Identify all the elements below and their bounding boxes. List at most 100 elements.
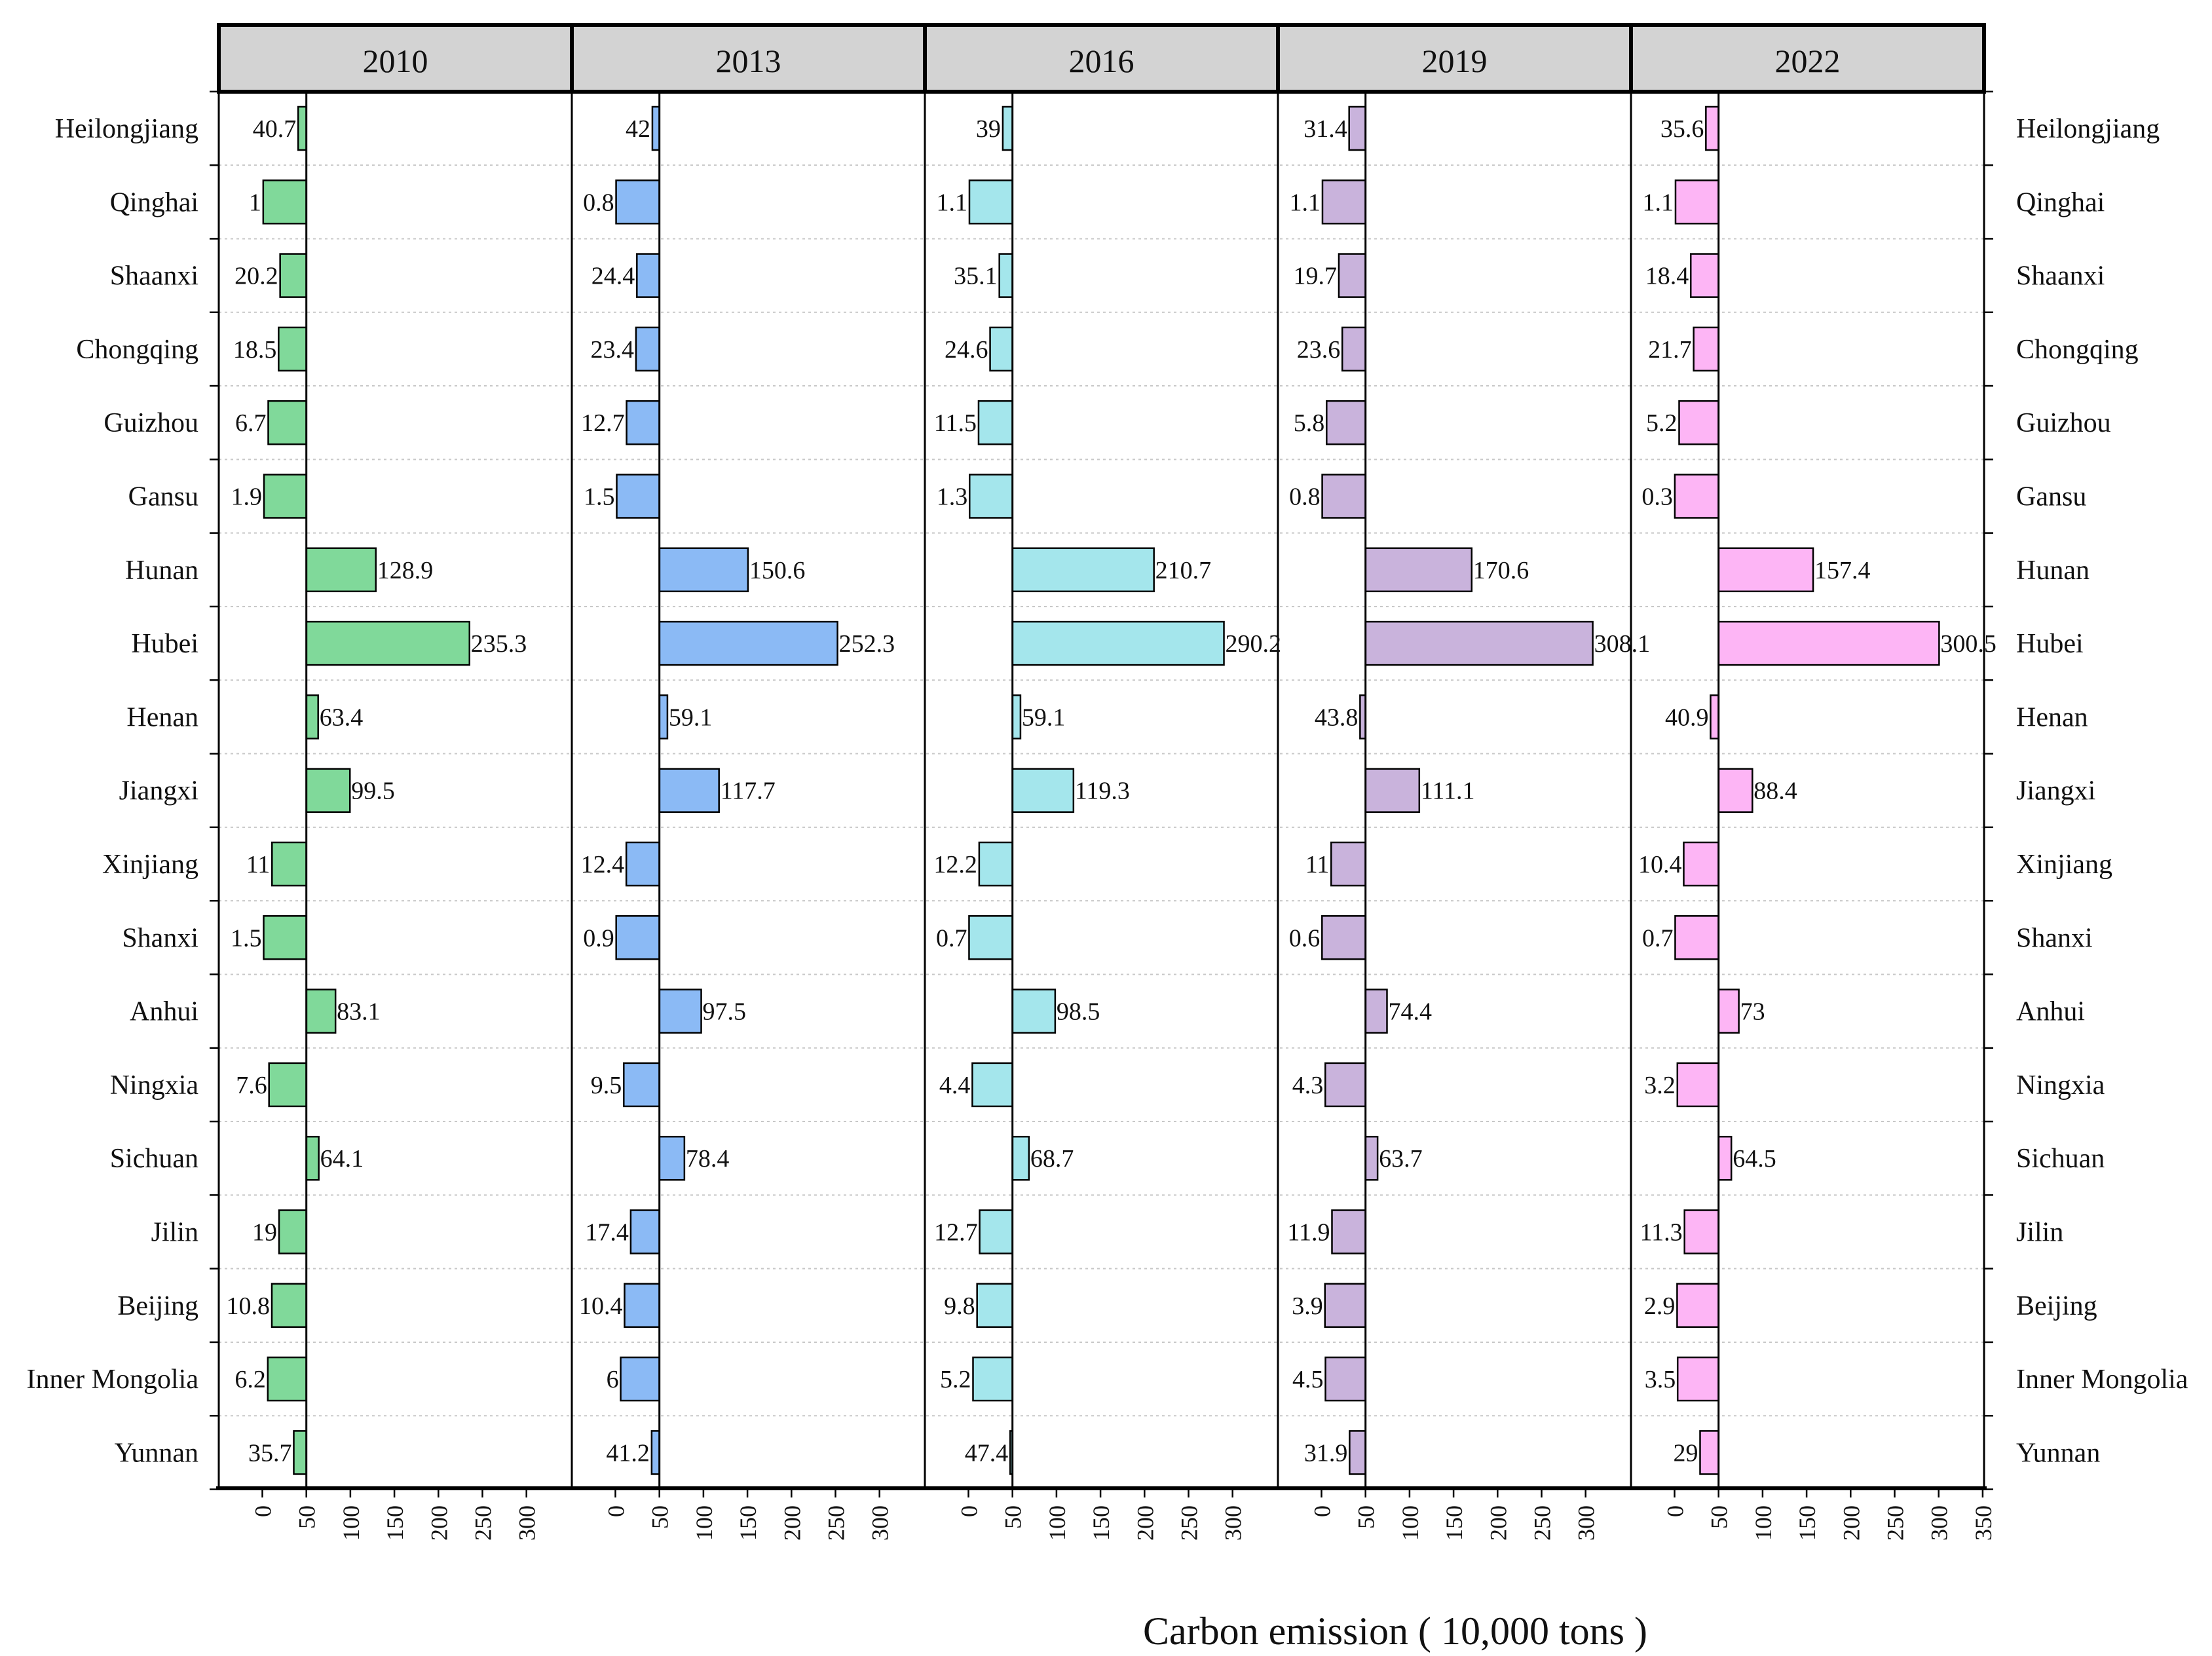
x-tick-label-2013-150: 150	[735, 1505, 761, 1541]
bar-2019-ningxia	[1324, 1062, 1366, 1108]
data-label-2019-shanxi: 0.6	[1289, 924, 1321, 952]
frame-layer	[210, 23, 1993, 1497]
x-tick-label-2010-50: 50	[294, 1505, 320, 1529]
bar-2019-inner-mongolia	[1324, 1356, 1366, 1402]
bar-2013-anhui	[658, 988, 702, 1034]
data-label-2010-sichuan: 64.1	[320, 1145, 364, 1173]
x-tick-label-2019-50: 50	[1353, 1505, 1379, 1529]
row-label-left-gansu: Gansu	[128, 482, 198, 512]
bar-2019-guizhou	[1326, 400, 1366, 445]
data-label-2019-gansu: 0.8	[1289, 483, 1321, 511]
x-axis-title: Carbon emission ( 10,000 tons )	[1143, 1609, 1647, 1653]
bar-2010-qinghai	[262, 179, 307, 225]
x-tick-label-2010-0: 0	[250, 1505, 276, 1517]
data-label-2013-guizhou: 12.7	[581, 409, 625, 437]
data-label-2016-yunnan: 47.4	[965, 1439, 1009, 1467]
bar-2010-hubei	[305, 620, 470, 666]
data-label-2010-henan: 63.4	[320, 704, 364, 731]
data-label-2013-yunnan: 41.2	[606, 1439, 650, 1467]
row-label-left-yunnan: Yunnan	[115, 1438, 198, 1468]
bar-2013-chongqing	[635, 326, 660, 372]
text-layer: 2010 40.7 1 20.2 18.5 6.7 1.9 128.9 235.3 63.4 99.…	[27, 43, 2188, 1541]
row-label-left-xinjiang: Xinjiang	[102, 850, 198, 880]
bar-2010-guizhou	[267, 400, 307, 445]
data-label-2013-henan: 59.1	[669, 704, 713, 731]
bar-2016-hunan	[1011, 547, 1155, 593]
data-label-2019-hunan: 170.6	[1473, 557, 1529, 584]
data-label-2016-chongqing: 24.6	[945, 336, 988, 364]
bar-2016-ningxia	[971, 1062, 1013, 1108]
data-label-2022-shanxi: 0.7	[1642, 924, 1674, 952]
x-tick-label-2022-150: 150	[1794, 1505, 1820, 1541]
x-tick-label-2010-150: 150	[382, 1505, 408, 1541]
x-tick-label-2016-300: 300	[1220, 1505, 1247, 1541]
row-label-left-jilin: Jilin	[151, 1218, 198, 1248]
data-label-2016-shanxi: 0.7	[936, 924, 967, 952]
data-label-2022-hunan: 157.4	[1814, 557, 1871, 584]
x-tick-label-2022-350: 350	[1970, 1505, 1996, 1541]
row-label-right-shaanxi: Shaanxi	[2016, 261, 2105, 292]
bar-2022-qinghai	[1674, 179, 1719, 225]
panel-title-2019: 2019	[1422, 43, 1488, 79]
data-label-2019-chongqing: 23.6	[1297, 336, 1341, 364]
bar-2013-jilin	[629, 1209, 660, 1254]
x-tick-label-2013-200: 200	[779, 1505, 805, 1541]
x-tick-label-2010-100: 100	[338, 1505, 364, 1541]
data-label-2010-hunan: 128.9	[377, 557, 434, 584]
bar-2022-hunan	[1717, 547, 1814, 593]
data-label-2019-heilongjiang: 31.4	[1303, 115, 1347, 143]
panel-header-2022	[1629, 23, 1986, 94]
data-label-2019-jiangxi: 111.1	[1421, 778, 1475, 805]
row-label-right-henan: Henan	[2016, 702, 2088, 732]
x-tick-label-2022-50: 50	[1706, 1505, 1733, 1529]
x-tick-label-2016-50: 50	[1000, 1505, 1026, 1529]
data-label-2010-guizhou: 6.7	[235, 409, 267, 437]
bar-2022-sichuan	[1717, 1135, 1733, 1181]
bar-2019-yunnan	[1349, 1430, 1366, 1475]
row-label-right-jiangxi: Jiangxi	[2016, 776, 2095, 806]
data-label-2013-shaanxi: 24.4	[591, 263, 635, 290]
x-tick-label-2010-250: 250	[470, 1505, 497, 1541]
bar-2016-hubei	[1011, 620, 1225, 666]
x-tick-label-2022-200: 200	[1838, 1505, 1864, 1541]
row-label-right-anhui: Anhui	[2016, 997, 2085, 1027]
row-label-right-jilin: Jilin	[2016, 1218, 2063, 1248]
data-label-2013-gansu: 1.5	[584, 483, 615, 511]
row-label-left-shaanxi: Shaanxi	[110, 261, 198, 292]
data-label-2016-shaanxi: 35.1	[954, 263, 998, 290]
row-label-left-ningxia: Ningxia	[110, 1070, 199, 1101]
bar-2019-shaanxi	[1338, 253, 1366, 298]
bar-2022-ningxia	[1676, 1062, 1719, 1108]
panel-title-2013: 2013	[716, 43, 781, 79]
data-label-2016-inner-mongolia: 5.2	[940, 1366, 971, 1393]
data-label-2010-yunnan: 35.7	[248, 1439, 292, 1467]
data-label-2016-xinjiang: 12.2	[933, 851, 977, 878]
x-tick-label-2016-150: 150	[1088, 1505, 1114, 1541]
row-label-right-ningxia: Ningxia	[2016, 1070, 2105, 1101]
x-tick-label-2022-0: 0	[1662, 1505, 1689, 1517]
bar-2013-qinghai	[615, 179, 660, 225]
data-label-2019-shaanxi: 19.7	[1293, 263, 1337, 290]
panel-title-2022: 2022	[1775, 43, 1841, 79]
bar-2019-qinghai	[1321, 179, 1366, 225]
row-label-right-shanxi: Shanxi	[2016, 923, 2093, 953]
bar-2010-gansu	[263, 474, 307, 519]
bar-2016-jilin	[979, 1209, 1013, 1254]
x-tick-label-2013-250: 250	[823, 1505, 850, 1541]
x-tick-label-2019-100: 100	[1397, 1505, 1423, 1541]
x-tick-label-2022-250: 250	[1883, 1505, 1909, 1541]
bar-2013-shanxi	[615, 915, 660, 960]
panel-header-2016	[923, 23, 1280, 94]
bar-2013-ningxia	[623, 1062, 660, 1108]
data-label-2019-hubei: 308.1	[1594, 630, 1651, 658]
data-label-2022-henan: 40.9	[1665, 704, 1709, 731]
data-label-2022-chongqing: 21.7	[1648, 336, 1692, 364]
bar-2010-inner-mongolia	[267, 1356, 307, 1402]
bar-2019-anhui	[1364, 988, 1388, 1034]
data-label-2010-beijing: 10.8	[227, 1292, 271, 1320]
row-label-right-inner-mongolia: Inner Mongolia	[2016, 1364, 2188, 1395]
bar-2016-shaanxi	[998, 253, 1013, 298]
data-label-2019-beijing: 3.9	[1292, 1292, 1323, 1320]
data-label-2016-ningxia: 4.4	[939, 1072, 971, 1099]
